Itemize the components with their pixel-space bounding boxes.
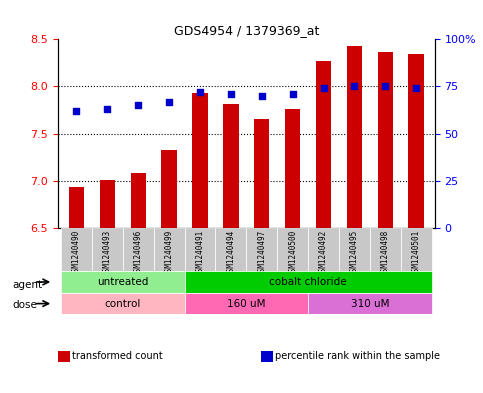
Bar	[223, 105, 239, 228]
FancyBboxPatch shape	[215, 228, 246, 271]
Point	[165, 98, 173, 105]
FancyBboxPatch shape	[370, 228, 401, 271]
FancyBboxPatch shape	[92, 228, 123, 271]
Text: GSM1240496: GSM1240496	[134, 230, 143, 276]
Point	[134, 102, 142, 108]
FancyBboxPatch shape	[61, 228, 92, 271]
FancyBboxPatch shape	[401, 228, 432, 271]
Bar	[69, 187, 84, 228]
Text: cobalt chloride: cobalt chloride	[270, 277, 347, 287]
Text: GSM1240497: GSM1240497	[257, 230, 266, 276]
Point	[103, 106, 111, 112]
Point	[412, 85, 420, 92]
FancyBboxPatch shape	[185, 228, 215, 271]
Text: GSM1240498: GSM1240498	[381, 230, 390, 276]
FancyBboxPatch shape	[185, 293, 308, 314]
Text: dose: dose	[12, 300, 37, 310]
Text: GSM1240495: GSM1240495	[350, 230, 359, 276]
Bar	[316, 61, 331, 228]
Point	[289, 91, 297, 97]
FancyBboxPatch shape	[277, 228, 308, 271]
Bar	[130, 173, 146, 228]
Text: GSM1240493: GSM1240493	[103, 230, 112, 276]
Point	[351, 83, 358, 90]
FancyBboxPatch shape	[185, 271, 432, 293]
Text: GSM1240501: GSM1240501	[412, 230, 421, 276]
FancyBboxPatch shape	[246, 228, 277, 271]
Text: control: control	[105, 299, 141, 309]
Point	[196, 89, 204, 95]
Text: GSM1240492: GSM1240492	[319, 230, 328, 276]
Point	[320, 85, 327, 92]
Text: 310 uM: 310 uM	[351, 299, 389, 309]
Text: 160 uM: 160 uM	[227, 299, 266, 309]
Bar	[285, 109, 300, 228]
FancyBboxPatch shape	[61, 293, 185, 314]
FancyBboxPatch shape	[308, 228, 339, 271]
Bar	[254, 119, 270, 228]
Text: GSM1240494: GSM1240494	[227, 230, 235, 276]
Point	[258, 93, 266, 99]
Bar	[192, 93, 208, 228]
Text: GSM1240491: GSM1240491	[196, 230, 204, 276]
FancyBboxPatch shape	[339, 228, 370, 271]
Bar	[99, 180, 115, 228]
Text: percentile rank within the sample: percentile rank within the sample	[275, 351, 440, 362]
Text: GSM1240500: GSM1240500	[288, 230, 297, 276]
Text: agent: agent	[12, 280, 42, 290]
Text: transformed count: transformed count	[72, 351, 163, 362]
Text: untreated: untreated	[97, 277, 148, 287]
Point	[382, 83, 389, 90]
Point	[227, 91, 235, 97]
Bar	[161, 150, 177, 228]
Point	[72, 108, 80, 114]
FancyBboxPatch shape	[61, 271, 185, 293]
Title: GDS4954 / 1379369_at: GDS4954 / 1379369_at	[174, 24, 319, 37]
Text: GSM1240499: GSM1240499	[165, 230, 173, 276]
Bar	[347, 46, 362, 228]
FancyBboxPatch shape	[154, 228, 185, 271]
FancyBboxPatch shape	[308, 293, 432, 314]
Bar	[378, 51, 393, 228]
FancyBboxPatch shape	[123, 228, 154, 271]
Bar	[409, 54, 424, 228]
Text: GSM1240490: GSM1240490	[72, 230, 81, 276]
